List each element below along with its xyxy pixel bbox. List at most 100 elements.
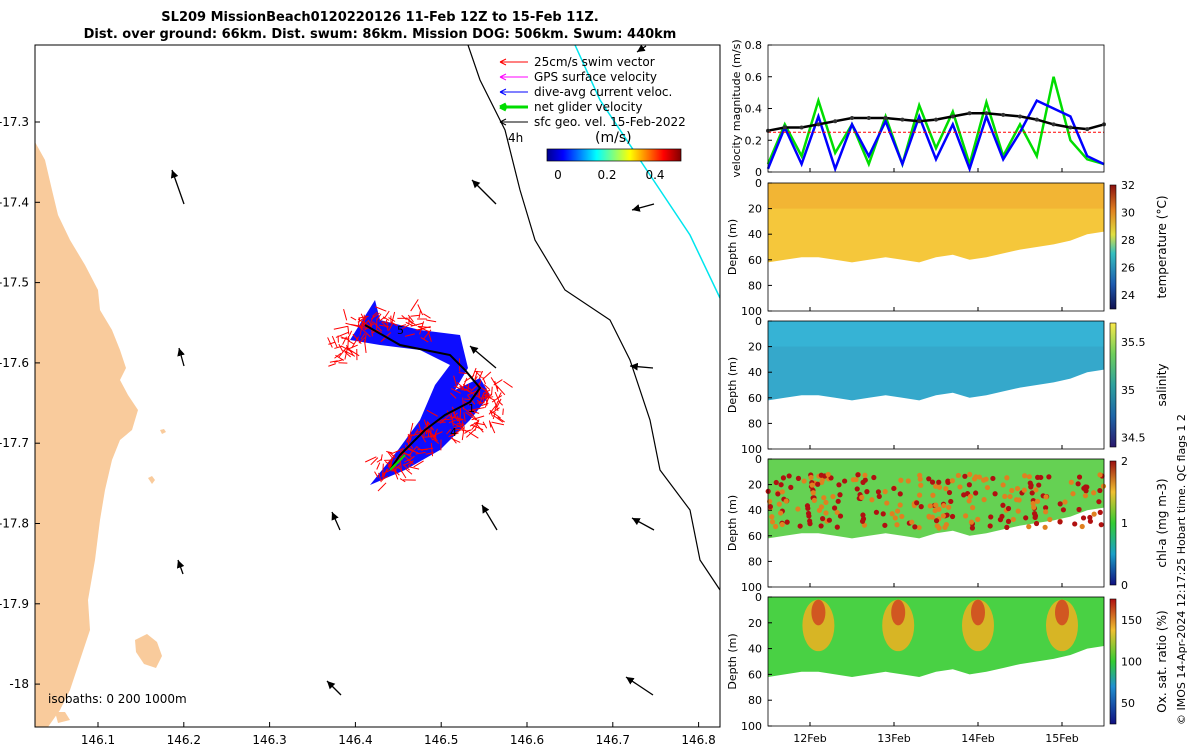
data-point [1034,117,1039,122]
y-tick-label: 0 [755,591,762,604]
geo-velocity-arrow [636,45,647,53]
data-point [816,122,821,127]
series-line [766,98,1105,173]
y-axis-label: Depth (m) [726,633,739,689]
colorbar-tick: 2 [1121,455,1128,468]
title-line-2: Dist. over ground: 66km. Dist. swum: 86k… [83,27,677,42]
y-tick-label: 40 [748,504,762,517]
data-point [917,119,922,124]
island [160,429,166,434]
sfc-geo-velocity-arrows [170,45,655,696]
data-point [1001,112,1006,117]
y-tick-label: 100 [741,720,762,733]
colorbar-tick: 35 [1121,384,1135,397]
geo-velocity-arrow [177,347,185,367]
colorbar-tick: 34.5 [1121,431,1146,444]
x-tick-label: 146.2 [167,733,201,747]
isobath-200m [467,45,720,591]
data-point [1051,122,1056,127]
data-point [1018,114,1022,119]
colorbar-tick: 50 [1121,697,1135,710]
data-point [883,116,888,121]
legend-entry: dive-avg current veloc. [534,85,672,99]
x-tick-label: 146.7 [596,733,630,747]
colorbar-tick: 26 [1121,262,1135,275]
y-tick-label: 20 [748,203,762,216]
colorbar-tick: 32 [1121,179,1135,192]
x-tick-label: 146.4 [338,733,372,747]
colorbar [1109,598,1117,725]
colorbar-tick: 30 [1121,207,1135,220]
colorbar-tick: 1 [1121,517,1128,530]
side-panel-4: 0 20 40 60 80 100 Depth (m) 50 100 150 Ox. sat. ra… [726,591,1169,733]
geo-velocity-arrow [631,517,655,531]
x-tick-label: 12Feb [793,732,826,745]
y-tick-label: -17.9 [0,597,29,611]
data-point [900,117,905,122]
data-point [934,117,938,122]
x-tick-label: 146.1 [81,733,115,747]
island [148,476,155,484]
legend-entry: 25cm/s swim vector [534,55,655,69]
data-point [1068,125,1073,130]
data-point [1085,127,1090,132]
panel-frame [767,182,1105,312]
x-tick-label: 146.3 [252,733,286,747]
y-axis-label: velocity magnitude (m/s) [730,39,743,177]
y-tick-label: -17.5 [0,276,29,290]
series-line [766,76,1105,169]
speed-colorbar [546,148,682,162]
title-line-1: SL209 MissionBeach0120220126 11-Feb 12Z … [161,10,599,25]
x-tick-label: 13Feb [877,732,910,745]
geo-velocity-arrow [176,559,185,575]
y-tick-label: 80 [748,417,762,430]
x-tick-label: 14Feb [961,732,994,745]
y-tick-label: 80 [748,279,762,292]
y-tick-label: 100 [741,305,762,318]
data-point [984,111,989,116]
y-tick-label: 0 [755,315,762,328]
data-point [866,116,871,121]
map-frame [34,44,721,728]
geo-velocity-arrow [481,504,498,531]
x-tick-label: 15Feb [1045,732,1078,745]
side-panel-3: 0 20 40 60 80 100 Depth (m) 0 1 2 chl-a (mg m-3) [726,453,1169,594]
y-tick-label: 0 [755,453,762,466]
map-x-axis: 146.1 146.2 146.3 146.4 146.5 146.6 146.7 146.8 [81,722,716,747]
map-y-axis: -17.3 -17.4 -17.5 -17.6 -17.7 -17.8 -17.9 -18 [0,115,40,691]
colorbar-label: (m/s) [595,130,632,146]
y-tick-label: 40 [748,228,762,241]
y-tick-label: 60 [748,392,762,405]
y-tick-label: 0.6 [745,71,763,84]
colorbar-tick: 0.4 [645,168,664,182]
y-tick-label: 40 [748,643,762,656]
colorbar-tick: 100 [1121,656,1142,669]
y-tick-label: -17.6 [0,356,29,370]
panel-frame [767,596,1105,727]
footer-credit: © IMOS 14-Apr-2024 12:17:25 Hobart time.… [1175,414,1188,725]
colorbar-tick: 0 [554,168,562,182]
x-tick-label: 146.8 [681,733,715,747]
geo-velocity-arrow [170,169,185,205]
colorbar-label: temperature (°C) [1155,196,1169,299]
legend-entry: net glider velocity [534,100,642,114]
data-point [833,119,838,124]
swim-vectors [327,299,513,492]
legend-entry: GPS surface velocity [534,70,657,84]
colorbar-label: Ox. sat. ratio (%) [1155,610,1169,712]
panel-frame [767,320,1105,450]
colorbar-tick: 24 [1121,289,1135,302]
y-tick-label: 20 [748,341,762,354]
data-point [799,125,804,130]
dive-avg-current-swath [350,300,490,485]
colorbar [1109,184,1117,310]
section-field [768,597,1104,677]
y-tick-label: -18 [9,677,29,691]
island [55,712,70,723]
y-tick-label: -17.8 [0,517,29,531]
geo-velocity-arrow [625,676,654,696]
y-tick-label: 40 [748,366,762,379]
track-label: 5 [397,324,404,337]
colorbar-label: salinity [1155,363,1169,406]
y-tick-label: -17.3 [0,115,29,129]
